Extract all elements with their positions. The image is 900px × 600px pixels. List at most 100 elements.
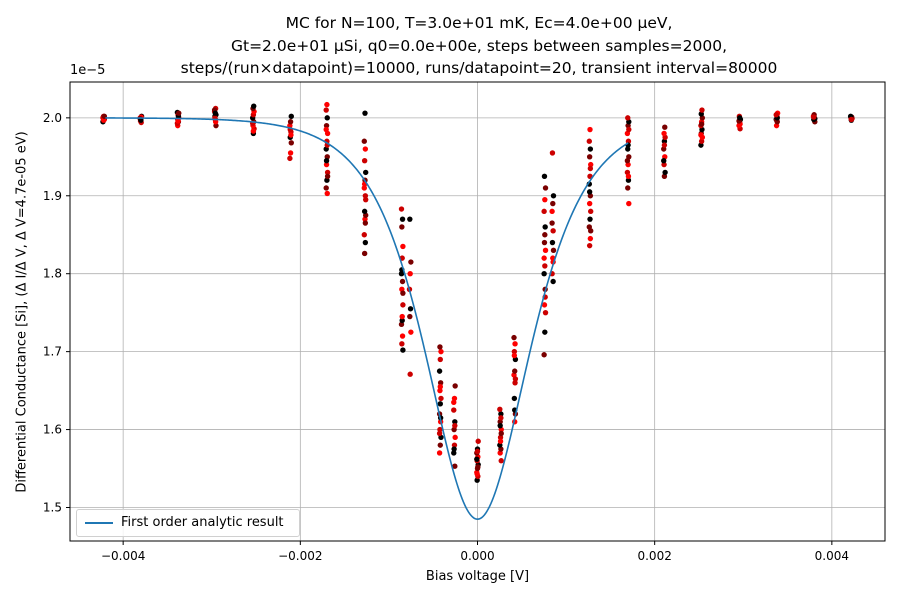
scatter-point — [624, 158, 631, 164]
scatter-point — [498, 411, 504, 417]
chart-title-line-2: Gt=2.0e+01 μSi, q0=0.0e+00e, steps betwe… — [230, 37, 727, 55]
scatter-point — [324, 173, 331, 179]
grid-layer — [70, 82, 885, 541]
scatter-point — [361, 138, 367, 144]
scatter-point — [586, 189, 593, 195]
scatter-point — [699, 107, 705, 113]
x-tick-label: −0.002 — [278, 549, 322, 563]
scatter-point — [362, 110, 368, 116]
scatter-point — [498, 458, 504, 464]
scatter-point — [474, 456, 480, 462]
y-axis-scale-label: 1e−5 — [70, 63, 106, 78]
scatter-point — [550, 247, 557, 254]
scatter-point — [542, 247, 549, 254]
scatter-point — [437, 442, 443, 448]
scatter-point — [588, 161, 594, 168]
scatter-point — [452, 383, 458, 389]
scatter-point — [512, 380, 518, 386]
scatter-point — [542, 224, 548, 230]
scatter-point — [541, 302, 548, 308]
scatter-point — [408, 329, 414, 335]
scatter-point — [408, 259, 414, 265]
scatter-point — [511, 348, 518, 355]
scatter-point — [362, 196, 369, 203]
scatter-point — [586, 154, 593, 160]
scatter-point — [437, 380, 444, 386]
scatter-point — [407, 306, 414, 312]
y-tick-label: 2.0 — [43, 111, 62, 125]
scatter-point — [625, 173, 632, 179]
scatter-point — [512, 368, 518, 374]
scatter-point — [550, 193, 557, 199]
scatter-point — [662, 169, 668, 176]
scatter-point — [361, 158, 368, 164]
scatter-point — [451, 407, 457, 413]
scatter-point — [452, 463, 458, 469]
scatter-point — [625, 138, 632, 144]
scatter-point — [497, 438, 504, 444]
scatter-point — [626, 200, 632, 207]
scatter-point — [474, 471, 480, 477]
scatter-point — [541, 271, 547, 277]
scatter-point — [474, 448, 481, 455]
scatter-point — [550, 278, 556, 285]
scatter-point — [542, 329, 548, 335]
scatter-point — [288, 140, 294, 146]
scatter-point — [737, 115, 743, 121]
scatter-point — [587, 165, 594, 172]
scatter-point — [542, 309, 549, 316]
scatter-point — [361, 250, 368, 257]
scatter-point — [542, 185, 549, 191]
scatter-point — [511, 352, 518, 359]
scatter-point — [625, 185, 631, 191]
scatter-point — [323, 161, 330, 168]
scatter-point — [511, 395, 518, 402]
scatter-point — [398, 206, 405, 212]
scatter-point — [662, 124, 668, 130]
scatter-point — [250, 128, 257, 134]
scatter-point — [475, 438, 481, 444]
scatter-point — [550, 228, 556, 234]
scatter-point — [512, 376, 519, 382]
chart-title-line-1: MC for N=100, T=3.0e+01 mK, Ec=4.0e+00 μ… — [285, 14, 673, 32]
scatter-point — [251, 103, 257, 109]
scatter-point — [176, 110, 182, 116]
scatter-point — [438, 348, 444, 355]
scatter-point — [541, 352, 547, 358]
x-tick-label: 0.002 — [637, 549, 671, 563]
scatter-point — [451, 442, 458, 448]
scatter-point — [549, 208, 555, 215]
analytic-curve-layer — [105, 117, 629, 520]
scatter-point — [407, 313, 413, 320]
scatter-point — [213, 122, 219, 129]
scatter-point — [323, 158, 330, 164]
scatter-point — [436, 368, 443, 374]
scatter-point — [550, 200, 556, 207]
scatter-point — [549, 220, 555, 226]
scatter-point — [451, 450, 457, 456]
scatter-point — [497, 406, 503, 413]
scatter-point — [400, 290, 406, 296]
scatter-point — [437, 387, 443, 394]
legend-label: First order analytic result — [121, 515, 284, 530]
scatter-point — [399, 341, 405, 347]
ticks-layer: −0.004 −0.002 0.000 0.002 0.004 1.5 1.6 1.7 1.8 1… — [43, 111, 849, 563]
scatter-point — [541, 173, 548, 179]
scatter-point — [661, 158, 667, 164]
scatter-point — [542, 196, 548, 203]
scatter-point — [288, 113, 294, 119]
y-tick-label: 1.6 — [43, 423, 62, 437]
scatter-points-layer — [100, 101, 855, 483]
scatter-point — [407, 271, 413, 277]
scatter-point — [407, 371, 413, 377]
x-tick-label: −0.004 — [101, 549, 145, 563]
scatter-point — [399, 278, 406, 285]
scatter-point — [587, 235, 594, 242]
scatter-point — [452, 419, 458, 425]
scatter-point — [512, 341, 518, 347]
scatter-point — [587, 146, 594, 152]
scatter-point — [400, 243, 406, 250]
legend-line-swatch — [85, 522, 113, 524]
scatter-point — [437, 401, 443, 407]
